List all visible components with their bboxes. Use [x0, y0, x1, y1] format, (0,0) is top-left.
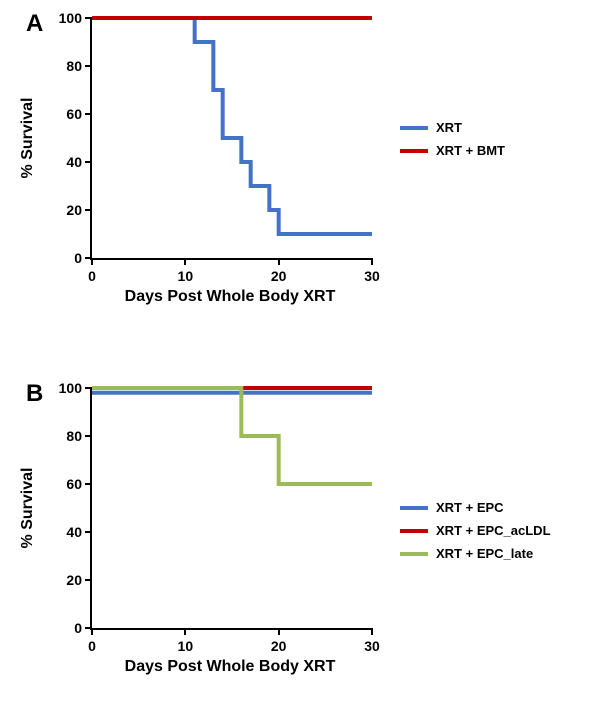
ytick-label: 100 — [48, 10, 82, 26]
xtick — [371, 258, 373, 265]
legend-label: XRT + BMT — [436, 143, 505, 158]
panel-a-plot-area: 0102030020406080100 — [90, 18, 372, 260]
ytick-label: 40 — [48, 154, 82, 170]
figure: A 0102030020406080100 % Survival Days Po… — [0, 0, 600, 724]
ytick — [85, 209, 92, 211]
legend-swatch — [400, 126, 428, 130]
panel-b-xlabel: Days Post Whole Body XRT — [125, 658, 336, 676]
ytick-label: 20 — [48, 202, 82, 218]
legend-swatch — [400, 506, 428, 510]
ytick-label: 60 — [48, 106, 82, 122]
xtick — [278, 628, 280, 635]
panel-a-ylabel: % Survival — [19, 98, 37, 179]
panel-a-xlabel: Days Post Whole Body XRT — [125, 288, 336, 306]
ytick — [85, 65, 92, 67]
panel-a-series — [92, 18, 372, 258]
panel-a-label: A — [26, 10, 43, 38]
xtick-label: 10 — [178, 268, 194, 284]
panel-b-ylabel: % Survival — [19, 468, 37, 549]
panel-b-label: B — [26, 380, 43, 408]
series-line-0 — [92, 18, 372, 234]
ytick — [85, 579, 92, 581]
xtick — [91, 258, 93, 265]
series-line-2 — [92, 388, 372, 484]
panel-b: B 0102030020406080100 % Survival Days Po… — [0, 370, 600, 710]
xtick — [184, 258, 186, 265]
legend-label: XRT + EPC — [436, 500, 504, 515]
legend-item: XRT + EPC_acLDL — [400, 523, 551, 538]
panel-a: A 0102030020406080100 % Survival Days Po… — [0, 0, 600, 340]
ytick — [85, 627, 92, 629]
xtick-label: 0 — [88, 638, 96, 654]
ytick-label: 0 — [48, 620, 82, 636]
legend-swatch — [400, 552, 428, 556]
legend-label: XRT + EPC_acLDL — [436, 523, 551, 538]
legend-label: XRT + EPC_late — [436, 546, 533, 561]
ytick — [85, 17, 92, 19]
xtick-label: 30 — [364, 268, 380, 284]
ytick-label: 40 — [48, 524, 82, 540]
legend-item: XRT — [400, 120, 505, 135]
legend-item: XRT + EPC — [400, 500, 551, 515]
ytick-label: 100 — [48, 380, 82, 396]
ytick-label: 80 — [48, 428, 82, 444]
legend-swatch — [400, 529, 428, 533]
legend-item: XRT + EPC_late — [400, 546, 551, 561]
legend-item: XRT + BMT — [400, 143, 505, 158]
xtick-label: 20 — [271, 268, 287, 284]
panel-b-plot-area: 0102030020406080100 — [90, 388, 372, 630]
xtick — [184, 628, 186, 635]
legend-swatch — [400, 149, 428, 153]
ytick-label: 80 — [48, 58, 82, 74]
xtick-label: 20 — [271, 638, 287, 654]
xtick-label: 10 — [178, 638, 194, 654]
panel-b-series — [92, 388, 372, 628]
ytick — [85, 161, 92, 163]
ytick-label: 0 — [48, 250, 82, 266]
ytick — [85, 113, 92, 115]
ytick — [85, 435, 92, 437]
ytick — [85, 387, 92, 389]
panel-a-legend: XRT XRT + BMT — [400, 120, 505, 166]
ytick — [85, 257, 92, 259]
xtick-label: 0 — [88, 268, 96, 284]
xtick — [371, 628, 373, 635]
xtick-label: 30 — [364, 638, 380, 654]
ytick-label: 60 — [48, 476, 82, 492]
ytick — [85, 483, 92, 485]
ytick — [85, 531, 92, 533]
ytick-label: 20 — [48, 572, 82, 588]
legend-label: XRT — [436, 120, 462, 135]
panel-b-legend: XRT + EPC XRT + EPC_acLDL XRT + EPC_late — [400, 500, 551, 569]
xtick — [91, 628, 93, 635]
xtick — [278, 258, 280, 265]
